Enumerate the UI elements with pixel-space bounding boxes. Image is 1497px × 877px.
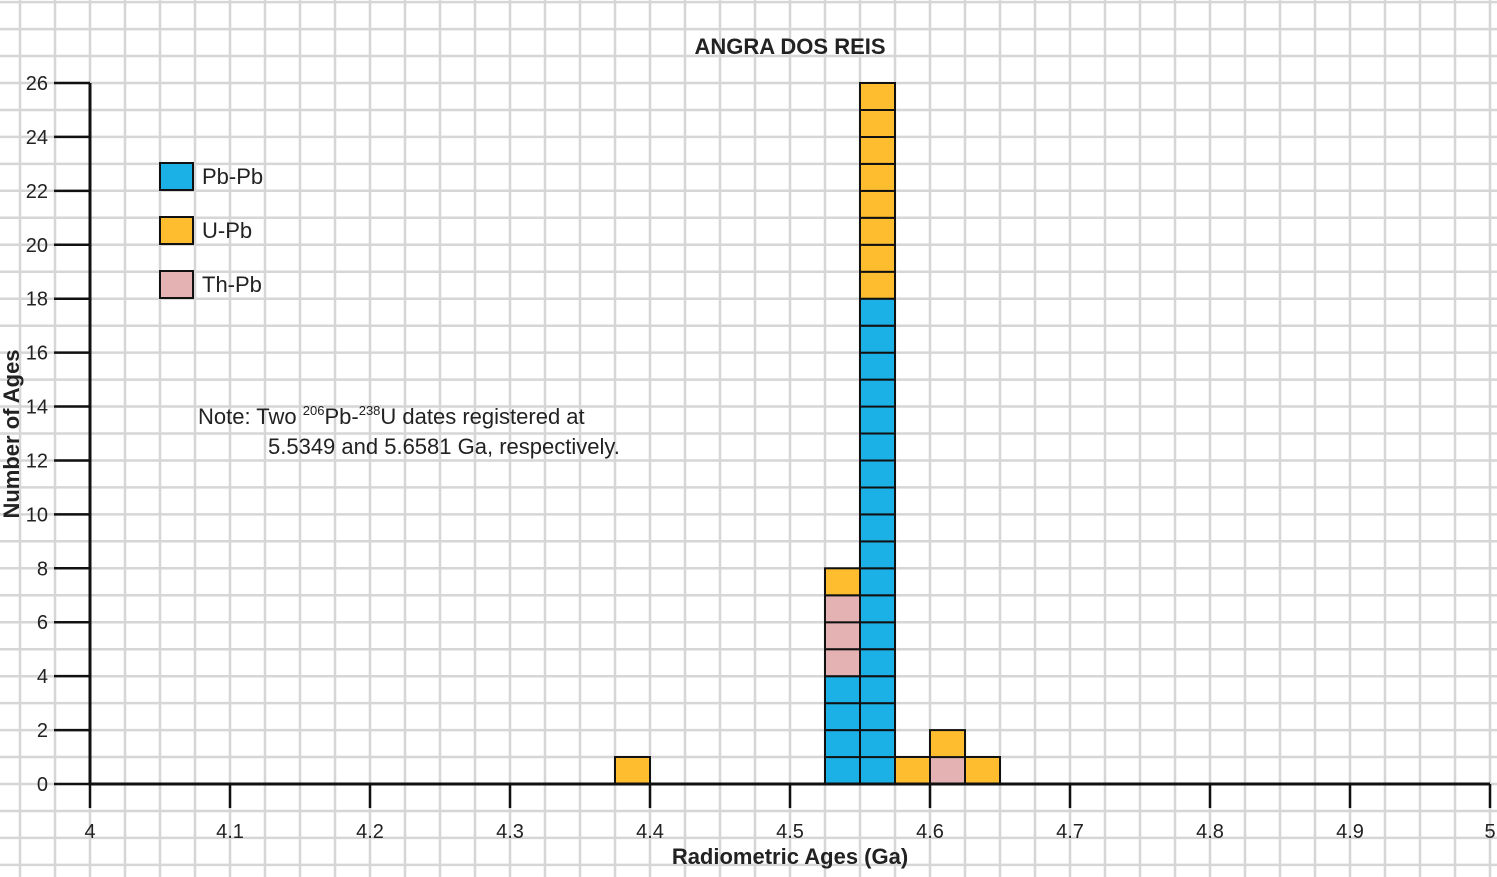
x-tick-label: 4.1 xyxy=(216,821,244,843)
bar-cell-pb-pb xyxy=(859,324,896,354)
y-tick-label: 4 xyxy=(37,666,48,688)
bar-cell-u-pb xyxy=(859,270,896,300)
bar-cell-u-pb xyxy=(859,189,896,219)
bar-cell-th-pb xyxy=(824,648,861,678)
bar-cell-u-pb xyxy=(894,756,931,785)
bar-cell-pb-pb xyxy=(859,459,896,489)
legend-label-pb-pb: Pb-Pb xyxy=(202,164,263,189)
legend-swatch-u-pb xyxy=(159,216,194,245)
bar-cell-u-pb xyxy=(859,243,896,273)
y-tick-label: 26 xyxy=(26,73,48,95)
bar-cell-pb-pb xyxy=(859,567,896,597)
chart-title: ANGRA DOS REIS xyxy=(694,34,885,59)
note-mid-2: U dates registered at xyxy=(380,404,584,429)
bar-cell-u-pb xyxy=(614,756,651,785)
bar-cell-pb-pb xyxy=(859,513,896,543)
bar-cell-u-pb xyxy=(859,82,896,111)
note-sup-206: 206 xyxy=(303,403,325,418)
bar-cell-pb-pb xyxy=(859,297,896,327)
bar-cell-pb-pb xyxy=(859,351,896,381)
axes xyxy=(54,81,1492,808)
y-tick-label: 14 xyxy=(26,397,48,419)
bar-cell-u-pb xyxy=(964,756,1001,785)
note-sup-238: 238 xyxy=(359,403,381,418)
x-tick-label: 4.5 xyxy=(776,821,804,843)
x-tick-label: 4.6 xyxy=(916,821,944,843)
y-tick-label: 6 xyxy=(37,612,48,634)
legend-swatch-pb-pb xyxy=(159,162,194,191)
note-prefix: Note: Two xyxy=(198,404,303,429)
bar-cell-th-pb xyxy=(824,594,861,624)
legend-label-u-pb: U-Pb xyxy=(202,218,252,243)
x-tick-label: 4.7 xyxy=(1056,821,1084,843)
bar-cell-pb-pb xyxy=(824,756,861,785)
bar-cell-pb-pb xyxy=(859,594,896,624)
legend: Pb-Pb U-Pb Th-Pb xyxy=(159,162,263,299)
y-tick-label: 20 xyxy=(26,235,48,257)
bar-cell-pb-pb xyxy=(859,432,896,462)
y-tick-label: 2 xyxy=(37,720,48,742)
x-tick-label: 5 xyxy=(1484,821,1495,843)
bar-cell-pb-pb xyxy=(824,729,861,759)
bar-cell-pb-pb xyxy=(859,621,896,651)
legend-label-th-pb: Th-Pb xyxy=(202,272,262,297)
bar-cell-pb-pb xyxy=(859,729,896,759)
bar-cell-u-pb xyxy=(859,216,896,246)
bar-cell-pb-pb xyxy=(859,675,896,705)
y-tick-label: 8 xyxy=(37,558,48,580)
note-line-1: Note: Two 206Pb-238U dates registered at xyxy=(198,403,585,429)
x-tick-label: 4.3 xyxy=(496,821,524,843)
note-line-2: 5.5349 and 5.6581 Ga, respectively. xyxy=(268,434,620,459)
x-tick-label: 4.8 xyxy=(1196,821,1224,843)
bar-cell-u-pb xyxy=(824,567,861,597)
x-tick-label: 4.4 xyxy=(636,821,664,843)
note-mid-1: Pb- xyxy=(324,404,358,429)
legend-swatch-th-pb xyxy=(159,270,194,299)
y-tick-label: 22 xyxy=(26,181,48,203)
bar-cell-pb-pb xyxy=(859,486,896,516)
bar-cell-pb-pb xyxy=(859,756,896,785)
bar-cell-pb-pb xyxy=(824,675,861,705)
y-tick-label: 24 xyxy=(26,127,48,149)
bar-cell-u-pb xyxy=(859,162,896,192)
bar-cell-th-pb xyxy=(929,756,966,785)
bar-cell-pb-pb xyxy=(824,702,861,732)
y-tick-label: 12 xyxy=(26,450,48,472)
bar-cell-u-pb xyxy=(929,729,966,759)
bar-cell-pb-pb xyxy=(859,540,896,570)
bar-cell-th-pb xyxy=(824,621,861,651)
x-axis-title: Radiometric Ages (Ga) xyxy=(672,844,908,869)
x-tick-label: 4 xyxy=(84,821,95,843)
y-axis-title: Number of Ages xyxy=(0,349,24,518)
y-tick-label: 10 xyxy=(26,504,48,526)
bar-cell-u-pb xyxy=(859,109,896,138)
y-tick-label: 18 xyxy=(26,289,48,311)
bar-cell-pb-pb xyxy=(859,405,896,435)
bar-cell-pb-pb xyxy=(859,378,896,408)
x-tick-label: 4.2 xyxy=(356,821,384,843)
bar-cell-pb-pb xyxy=(859,648,896,678)
bar-cell-pb-pb xyxy=(859,702,896,732)
y-tick-label: 0 xyxy=(37,774,48,796)
x-tick-label: 4.9 xyxy=(1336,821,1364,843)
y-tick-label: 16 xyxy=(26,343,48,365)
bar-cell-u-pb xyxy=(859,135,896,165)
